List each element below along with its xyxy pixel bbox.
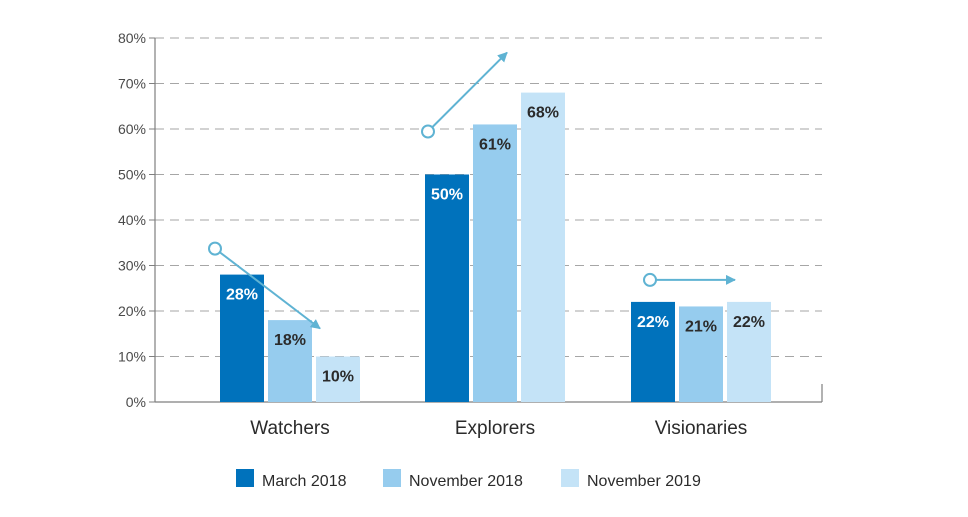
y-tick-label: 70% (118, 76, 146, 92)
bars (220, 92, 771, 402)
data-label: 18% (274, 332, 306, 349)
legend-label: November 2019 (587, 473, 701, 490)
trend-arrow (431, 51, 508, 128)
bar (473, 124, 517, 402)
bar (521, 92, 565, 402)
legend-swatch (561, 469, 579, 487)
trend-arrows (208, 51, 736, 330)
data-label: 22% (637, 314, 669, 331)
legend-swatch (383, 469, 401, 487)
trend-arrow (219, 251, 321, 330)
category-label: Visionaries (655, 418, 748, 439)
bar (679, 306, 723, 402)
bar (268, 320, 312, 402)
legend: March 2018 November 2018 November 2019 (236, 469, 701, 490)
data-label: 50% (431, 187, 463, 204)
y-tick-label: 10% (118, 349, 146, 365)
bar (425, 174, 469, 402)
trend-arrow-start (643, 272, 657, 287)
legend-label: November 2018 (409, 473, 523, 490)
y-tick-label: 20% (118, 303, 146, 319)
bar (220, 274, 264, 402)
y-tick-label: 0% (126, 394, 146, 410)
category-label: Explorers (455, 418, 535, 439)
trend-arrow-start (208, 241, 222, 256)
data-label: 21% (685, 318, 717, 335)
bar (727, 301, 771, 402)
data-labels: 28% 18% 10% 50% 61% 68% 22% 21% 22% (226, 105, 765, 386)
y-tick-label: 50% (118, 167, 146, 183)
trend-arrow-start (421, 124, 435, 139)
y-tick-label: 60% (118, 121, 146, 137)
bar (316, 356, 360, 402)
bar (631, 301, 675, 402)
data-label: 61% (479, 136, 511, 153)
category-label: Watchers (250, 418, 330, 439)
y-tick-label: 40% (118, 212, 146, 228)
legend-swatch (236, 469, 254, 487)
y-tick-label: 80% (118, 30, 146, 46)
data-label: 10% (322, 369, 354, 386)
y-tick-label: 30% (118, 258, 146, 274)
data-label: 22% (733, 314, 765, 331)
legend-label: March 2018 (262, 473, 347, 490)
data-label: 28% (226, 287, 258, 304)
data-label: 68% (527, 105, 559, 122)
